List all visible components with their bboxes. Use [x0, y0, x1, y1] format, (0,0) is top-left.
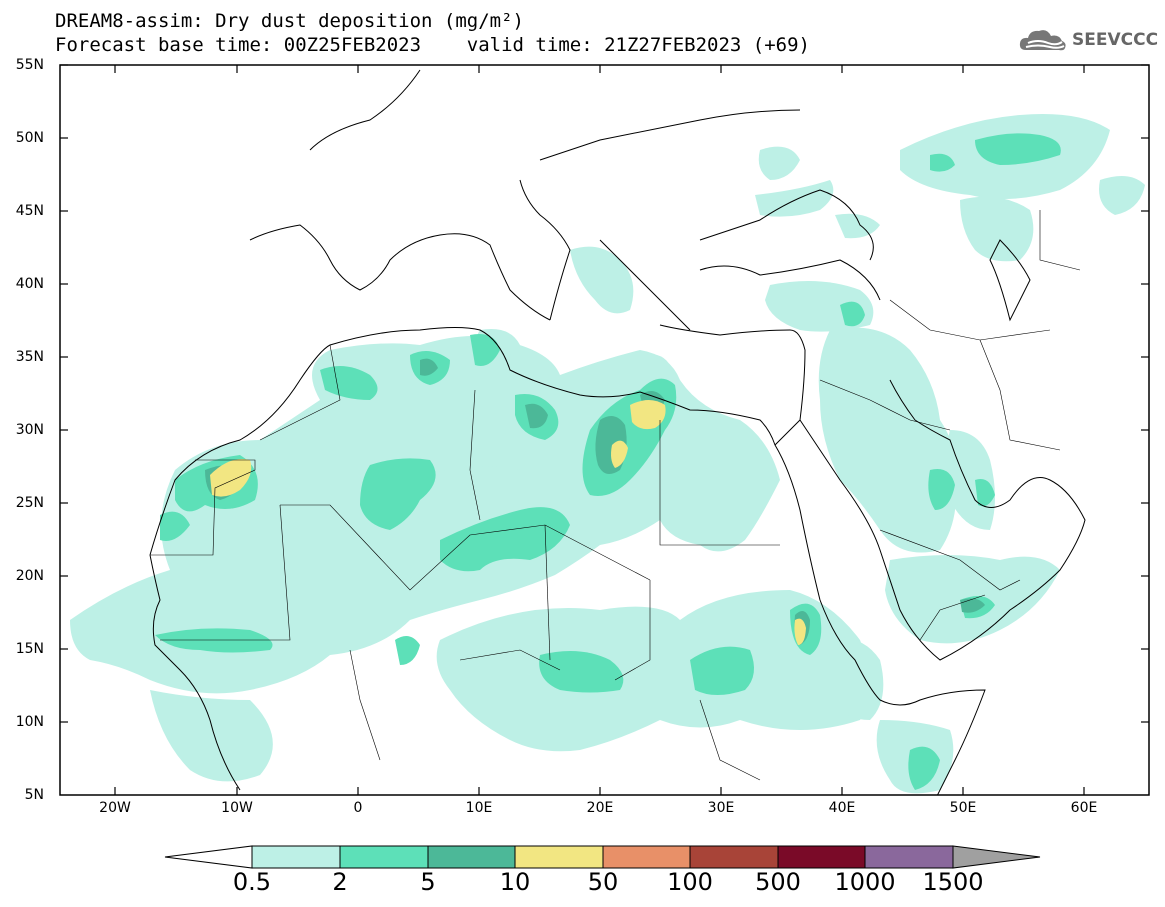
colorbar-under-triangle	[164, 845, 253, 869]
deposition-level-2	[155, 133, 1061, 790]
colorbar-box-1000	[864, 845, 954, 869]
deposition-level-10	[210, 400, 806, 645]
lon-label: 20E	[586, 800, 614, 816]
colorbar-box-2	[339, 845, 429, 869]
country-borders	[150, 210, 1081, 781]
lon-label: 10E	[465, 800, 493, 816]
lon-label: 0	[353, 800, 363, 816]
colorbar-label: 1500	[922, 868, 984, 896]
axis-ticks	[60, 64, 1149, 795]
colorbar-box-50	[602, 845, 691, 869]
deposition-field	[70, 114, 1145, 794]
lat-label: 10N	[15, 714, 44, 730]
colorbar	[164, 845, 1041, 869]
colorbar-box-100	[689, 845, 779, 869]
colorbar-label: 1000	[834, 868, 896, 896]
lat-label: 40N	[15, 276, 44, 292]
lat-label: 5N	[24, 787, 44, 803]
cloud-icon	[1019, 30, 1066, 51]
lon-label: 40E	[828, 800, 856, 816]
lon-label: 50E	[949, 800, 977, 816]
colorbar-over-triangle	[952, 845, 1041, 869]
lat-label: 55N	[15, 57, 44, 73]
lat-label: 35N	[15, 349, 44, 365]
colorbar-box-0-5	[251, 845, 341, 869]
colorbar-box-500	[777, 845, 866, 869]
lat-label: 50N	[15, 130, 44, 146]
coastlines	[149, 69, 1086, 795]
logo-text: SEEVCCC	[1072, 30, 1159, 50]
lon-label: 60E	[1070, 800, 1098, 816]
lat-label: 45N	[15, 203, 44, 219]
lon-label: 20W	[99, 800, 131, 816]
map-title: DREAM8-assim: Dry dust deposition (mg/m²…	[55, 10, 524, 32]
colorbar-box-10	[514, 845, 604, 869]
lat-label: 20N	[15, 568, 44, 584]
lat-label: 30N	[15, 422, 44, 438]
colorbar-label: 500	[755, 868, 801, 896]
colorbar-label: 0.5	[232, 868, 272, 896]
colorbar-label: 10	[499, 868, 531, 896]
forecast-times: Forecast base time: 00Z25FEB2023 valid t…	[55, 34, 810, 56]
colorbar-label: 50	[587, 868, 619, 896]
lat-label: 25N	[15, 495, 44, 511]
colorbar-label: 2	[332, 868, 348, 896]
lon-label: 30E	[707, 800, 735, 816]
colorbar-box-5	[427, 845, 516, 869]
colorbar-label: 5	[420, 868, 436, 896]
lon-label: 10W	[221, 800, 253, 816]
seevccc-logo: SEEVCCC	[1018, 26, 1158, 54]
lat-label: 15N	[15, 641, 44, 657]
colorbar-label: 100	[667, 868, 713, 896]
